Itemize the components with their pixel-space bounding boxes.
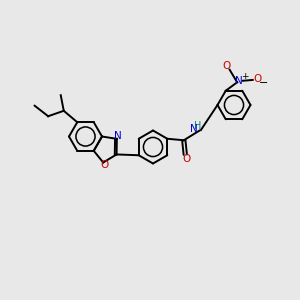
Text: O: O: [254, 74, 262, 84]
Text: N: N: [190, 124, 198, 134]
Text: N: N: [114, 131, 122, 141]
Text: O: O: [223, 61, 231, 71]
Text: O: O: [182, 154, 190, 164]
Text: +: +: [241, 72, 248, 81]
Text: −: −: [259, 78, 268, 88]
Text: H: H: [194, 121, 202, 131]
Text: N: N: [235, 76, 243, 86]
Text: O: O: [100, 160, 109, 170]
